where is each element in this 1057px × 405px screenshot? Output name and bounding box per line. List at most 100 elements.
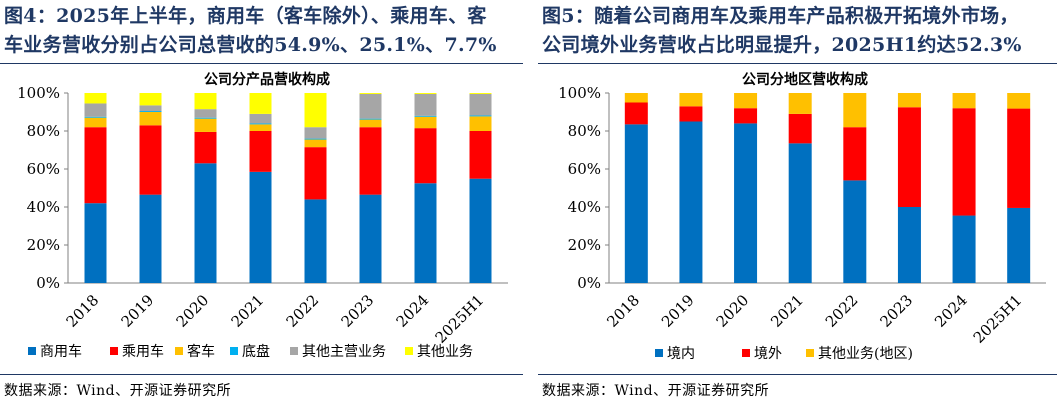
legend-swatch <box>655 349 663 357</box>
figure-5-top-rule <box>538 63 1057 64</box>
bar-segment-3 <box>734 93 758 109</box>
bar-segment-2 <box>897 107 921 207</box>
bar-segment-3 <box>1007 93 1031 109</box>
legend-swatch <box>28 347 36 355</box>
bar-segment-4 <box>194 117 217 119</box>
y-tick-label: 60% <box>27 160 60 178</box>
bar-segment-6 <box>194 93 217 110</box>
figure-5-caption-line-1: 图5：随着公司商用车及乘用车产品积极开拓境外市场， <box>542 5 1019 27</box>
legend-label: 其他业务(地区) <box>818 346 913 362</box>
bar-segment-1 <box>788 143 812 283</box>
bar-segment-2 <box>469 131 492 179</box>
legend-label: 客车 <box>187 343 215 360</box>
x-tick-label: 2022 <box>822 291 862 331</box>
bar-segment-3 <box>843 93 867 128</box>
bar-segment-3 <box>304 139 327 148</box>
bar-segment-4 <box>139 111 162 112</box>
bar-segment-6 <box>414 93 437 94</box>
x-tick-label: 2022 <box>283 291 323 331</box>
x-tick-label: 2025H1 <box>432 291 488 347</box>
x-tick-label: 2024 <box>393 291 433 331</box>
bar-segment-4 <box>359 118 382 120</box>
bar-segment-6 <box>84 93 107 104</box>
bar-segment-2 <box>843 127 867 181</box>
bar-segment-5 <box>84 103 107 117</box>
y-tick-label: 40% <box>568 198 601 216</box>
bar-segment-1 <box>469 178 492 283</box>
bar-segment-2 <box>1007 108 1031 208</box>
x-tick-label: 2021 <box>228 291 268 331</box>
figure-4-panel: 图4：2025年上半年，商用车（客车除外）、乘用车、客 车业务营收分别占公司总营… <box>0 0 523 405</box>
x-tick-label: 2018 <box>63 291 103 331</box>
figure-5-caption: 图5：随着公司商用车及乘用车产品积极开拓境外市场， 公司境外业务营收占比明显提升… <box>542 2 1055 60</box>
bar-segment-3 <box>359 119 382 128</box>
legend-swatch <box>175 347 183 355</box>
bar-segment-6 <box>139 93 162 106</box>
bar-segment-6 <box>359 93 382 94</box>
bar-segment-2 <box>734 108 758 124</box>
bar-segment-5 <box>194 109 217 118</box>
figure-4-caption: 图4：2025年上半年，商用车（客车除外）、乘用车、客 车业务营收分别占公司总营… <box>4 2 521 60</box>
bar-segment-2 <box>952 108 976 216</box>
figure-4-caption-line-1: 图4：2025年上半年，商用车（客车除外）、乘用车、客 <box>4 5 487 27</box>
chart-title: 公司分产品营收构成 <box>204 71 330 88</box>
bar-segment-1 <box>624 124 648 283</box>
y-tick-label: 0% <box>577 274 601 292</box>
bar-segment-1 <box>359 194 382 283</box>
bar-segment-4 <box>469 115 492 117</box>
region-revenue-chart: 公司分地区营收构成 0% 20% 40% 60% 80% 100% 2018 2019 2020 2… <box>558 71 1046 362</box>
bar-segment-6 <box>249 93 272 114</box>
bar-segment-4 <box>414 115 437 117</box>
bar-segment-2 <box>249 131 272 172</box>
bar-segment-3 <box>788 93 812 114</box>
x-tick-label: 2023 <box>338 291 378 331</box>
legend-swatch <box>405 347 413 355</box>
y-tick-label: 80% <box>568 122 601 140</box>
figure-4-bottom-rule <box>0 374 523 375</box>
legend-label: 乘用车 <box>122 343 164 360</box>
legend-label: 境内 <box>667 346 695 362</box>
figure-4-source: 数据来源：Wind、开源证券研究所 <box>4 383 232 399</box>
x-tick-label: 2020 <box>173 291 213 331</box>
y-tick-label: 0% <box>36 274 60 292</box>
bar-segment-3 <box>139 112 162 126</box>
x-tick-label: 2023 <box>877 291 917 331</box>
bar-segment-1 <box>679 121 703 283</box>
bar-segment-1 <box>194 163 217 283</box>
bar-segment-1 <box>249 171 272 283</box>
bar-segment-5 <box>469 93 492 116</box>
figure-5-caption-line-2: 公司境外业务营收占比明显提升，2025H1约达52.3% <box>542 34 1022 56</box>
bar-segment-1 <box>1007 207 1031 283</box>
product-revenue-chart: 公司分产品营收构成 0% 20% 40% 60% 80% 100% 2018 2019 2020 2… <box>17 71 508 360</box>
bar-segment-1 <box>843 180 867 283</box>
x-tick-label: 2024 <box>931 291 971 331</box>
bar-segment-2 <box>679 106 703 122</box>
bar-segment-3 <box>469 116 492 131</box>
y-tick-label: 20% <box>27 236 60 254</box>
x-tick-label: 2019 <box>118 291 158 331</box>
bar-segment-2 <box>414 128 437 184</box>
legend-swatch <box>110 347 118 355</box>
legend-swatch <box>806 349 814 357</box>
x-tick-label: 2020 <box>713 291 753 331</box>
y-tick-label: 100% <box>558 84 601 102</box>
bar-segment-1 <box>304 199 327 283</box>
x-tick-label: 2021 <box>767 291 807 331</box>
bar-segment-2 <box>359 127 382 195</box>
bar-segment-3 <box>624 93 648 103</box>
bar-segment-5 <box>304 127 327 139</box>
figure-4-top-rule <box>0 63 523 64</box>
legend-label: 商用车 <box>40 343 82 360</box>
bar-segment-1 <box>84 203 107 283</box>
bar-segment-3 <box>897 93 921 108</box>
y-tick-label: 80% <box>27 122 60 140</box>
bar-segment-1 <box>897 207 921 283</box>
bar-segment-1 <box>952 215 976 283</box>
bar-segment-2 <box>84 127 107 204</box>
bar-segment-6 <box>304 93 327 128</box>
bar-segment-1 <box>414 183 437 283</box>
figure-4-caption-line-2: 车业务营收分别占公司总营收的54.9%、25.1%、7.7% <box>4 34 497 56</box>
y-tick-label: 20% <box>568 236 601 254</box>
chart-title: 公司分地区营收构成 <box>742 71 868 88</box>
bar-segment-6 <box>469 93 492 94</box>
